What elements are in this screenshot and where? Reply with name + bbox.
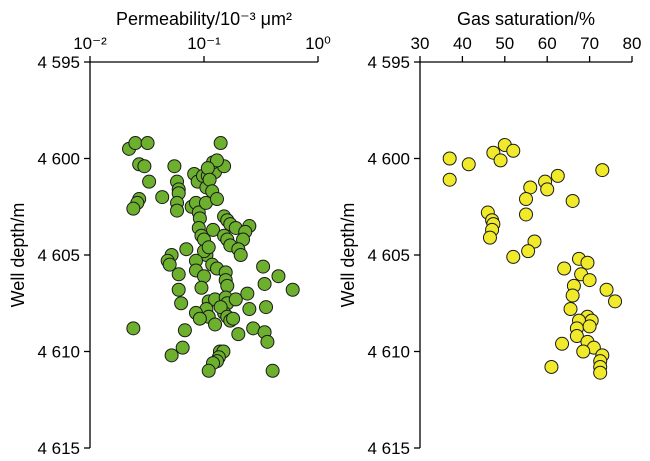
data-point xyxy=(442,151,457,166)
data-point xyxy=(155,190,170,205)
data-point xyxy=(565,288,580,303)
data-point xyxy=(599,282,614,297)
data-point xyxy=(271,269,286,284)
data-point xyxy=(128,136,143,151)
data-point xyxy=(142,174,157,189)
data-point xyxy=(228,292,243,307)
data-point xyxy=(192,311,207,326)
data-point xyxy=(213,300,228,315)
data-point xyxy=(593,365,608,380)
y-tick-label: 4 605 xyxy=(37,246,80,265)
y-tick-label: 4 610 xyxy=(367,343,410,362)
data-point xyxy=(506,143,521,158)
data-point xyxy=(171,282,186,297)
data-point xyxy=(194,280,209,295)
data-point xyxy=(179,242,194,257)
x-tick-label: 10⁰ xyxy=(305,34,331,53)
gas-saturation-panel: 30 40 50 60 70 80 4 595 4 600 4 605 4 610 4 615 Gas… xyxy=(338,9,641,458)
data-point xyxy=(565,193,580,208)
data-point xyxy=(555,336,570,351)
data-point xyxy=(126,201,141,216)
y-tick-label: 4 615 xyxy=(367,439,410,458)
x-axis-label: Gas saturation/% xyxy=(457,9,595,29)
data-point xyxy=(461,157,476,172)
data-point xyxy=(167,159,182,174)
data-point xyxy=(256,259,271,274)
data-point xyxy=(519,207,533,222)
data-point xyxy=(197,269,211,284)
data-point xyxy=(523,180,538,195)
data-point xyxy=(201,363,216,378)
data-point xyxy=(137,159,152,174)
data-point xyxy=(220,278,235,293)
data-point xyxy=(569,329,584,344)
data-point xyxy=(164,348,179,363)
data-point xyxy=(260,334,275,349)
data-point xyxy=(540,182,555,197)
data-point xyxy=(240,286,255,301)
x-tick-label: 10⁻¹ xyxy=(187,34,221,53)
data-point xyxy=(209,192,224,207)
data-point xyxy=(580,255,595,270)
data-point xyxy=(170,203,185,218)
x-tick-label: 80 xyxy=(623,34,642,53)
data-point xyxy=(231,327,246,342)
data-point xyxy=(257,276,272,291)
data-point xyxy=(595,163,610,178)
y-tick-label: 4 595 xyxy=(367,53,410,72)
data-point xyxy=(206,222,221,237)
y-tick-label: 4 600 xyxy=(367,150,410,169)
x-tick-label: 40 xyxy=(453,34,472,53)
data-point xyxy=(521,244,536,259)
data-point xyxy=(442,172,457,187)
data-point xyxy=(550,168,565,183)
y-axis-label: Well depth/m xyxy=(338,203,358,308)
data-point xyxy=(519,192,533,207)
data-point xyxy=(506,249,521,264)
data-point xyxy=(162,257,177,272)
data-point xyxy=(208,317,223,332)
data-point xyxy=(582,273,597,288)
data-point xyxy=(171,267,186,282)
x-axis-label: Permeability/10⁻³ μm² xyxy=(116,9,292,29)
data-point xyxy=(493,153,508,168)
y-tick-label: 4 610 xyxy=(37,343,80,362)
x-tick-label: 70 xyxy=(580,34,599,53)
x-tick-label: 60 xyxy=(538,34,557,53)
data-point xyxy=(140,136,155,151)
y-axis-label: Well depth/m xyxy=(8,203,28,308)
x-tick-label: 50 xyxy=(495,34,514,53)
data-point xyxy=(213,136,228,151)
data-point xyxy=(544,359,559,374)
y-tick-label: 4 605 xyxy=(367,246,410,265)
y-tick-label: 4 595 xyxy=(37,53,80,72)
data-point xyxy=(576,344,591,359)
data-point xyxy=(527,234,542,249)
data-point xyxy=(201,240,216,255)
data-point xyxy=(582,319,597,334)
x-tick-label: 30 xyxy=(411,34,430,53)
data-point xyxy=(233,248,248,262)
x-tick-label: 10⁻² xyxy=(73,34,107,53)
data-point xyxy=(126,321,141,336)
data-point xyxy=(265,363,280,378)
data-point xyxy=(259,300,274,315)
data-point xyxy=(557,261,572,276)
data-point xyxy=(226,311,241,326)
data-point xyxy=(242,302,257,317)
data-point xyxy=(175,340,190,355)
data-point xyxy=(177,323,192,338)
data-point xyxy=(482,230,497,245)
data-point xyxy=(202,172,217,187)
y-tick-label: 4 615 xyxy=(37,439,80,458)
data-point xyxy=(285,282,300,297)
data-point xyxy=(200,161,215,176)
data-point xyxy=(174,296,189,311)
permeability-panel: 10⁻² 10⁻¹ 10⁰ 4 595 4 600 4 605 4 610 4 615 Perm… xyxy=(8,9,331,458)
data-point xyxy=(608,294,623,309)
data-point xyxy=(563,302,578,317)
data-point xyxy=(209,153,224,168)
y-tick-label: 4 600 xyxy=(37,150,80,169)
